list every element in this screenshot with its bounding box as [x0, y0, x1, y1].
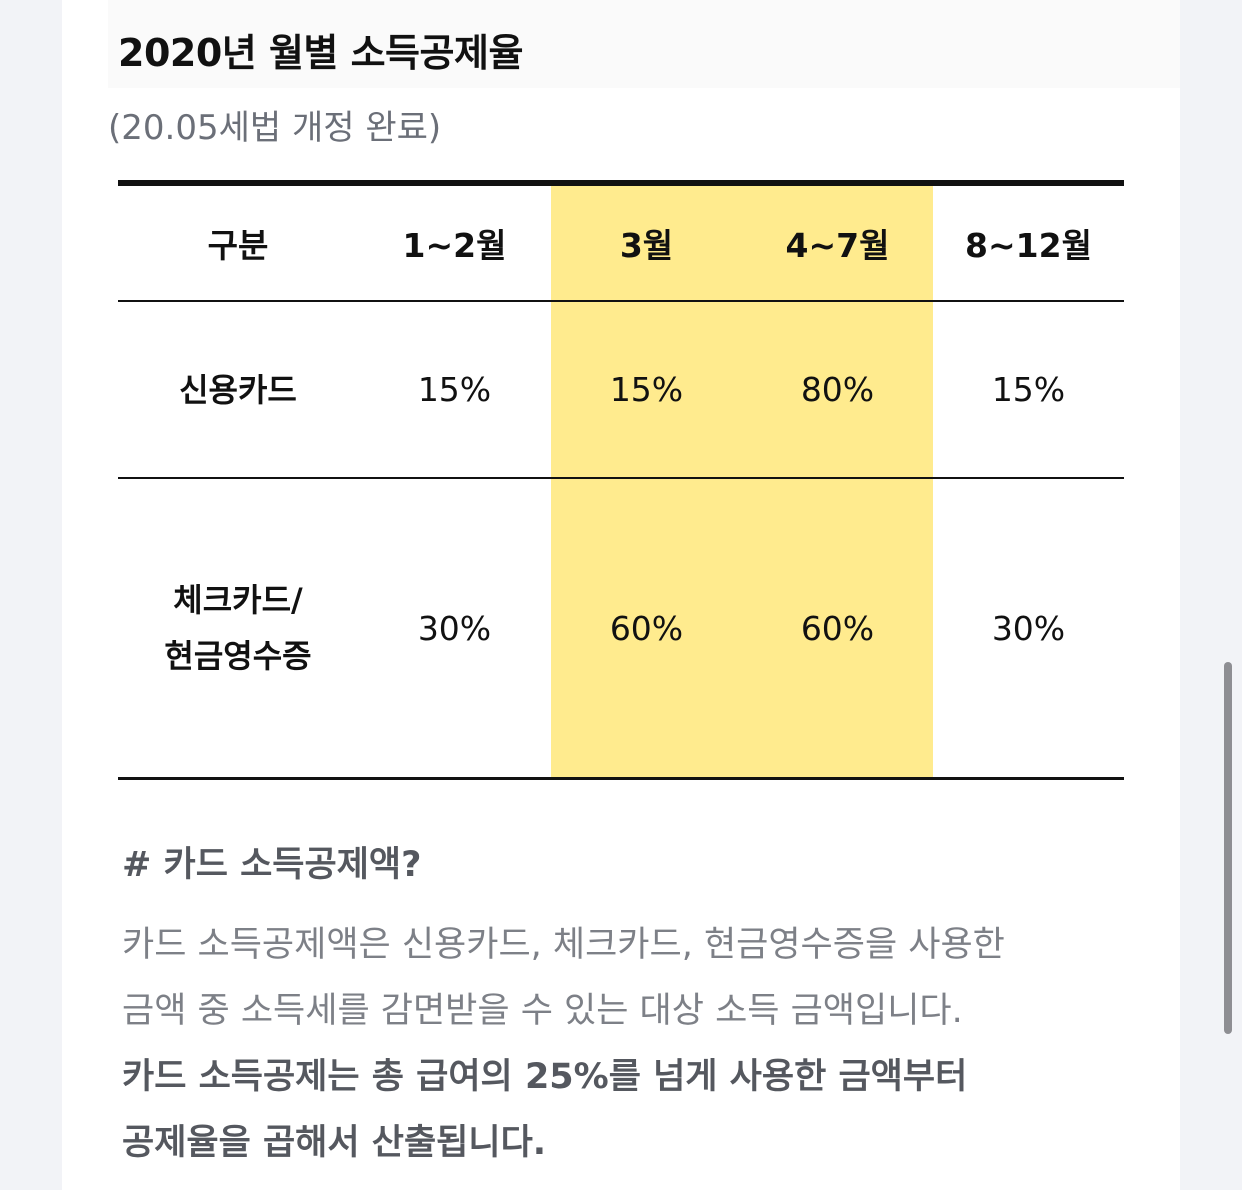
table-row-divider [118, 300, 1124, 302]
column-header: 4~7월 [785, 226, 890, 265]
row-label-credit-card: 신용카드 [118, 302, 358, 477]
table-cell: 15% [991, 370, 1066, 409]
paragraph-line-emphasis: 카드 소득공제는 총 급여의 25%를 넘게 사용한 금액부터 [122, 1057, 968, 1097]
paragraph-line: 카드 소득공제액은 신용카드, 체크카드, 현금영수증을 사용한 [122, 925, 1005, 965]
column-header: 3월 [619, 226, 674, 265]
table-cell: 60% [800, 608, 875, 648]
vertical-scrollbar[interactable] [1224, 662, 1232, 1034]
row-label-text: 체크카드/ [173, 581, 303, 619]
column-header: 1~2월 [402, 226, 507, 265]
table-bottom-rule [118, 777, 1124, 780]
table-cell: 60% [609, 608, 684, 648]
deduction-rate-table: 구분 1~2월 3월 4~7월 8~12월 신용카드 15% 15% 80% 1… [118, 180, 1124, 780]
section-heading: # 카드 소득공제액? [122, 845, 422, 885]
table-cell: 15% [417, 370, 492, 409]
table-cell: 15% [609, 370, 684, 409]
table-cell: 80% [800, 370, 875, 409]
paragraph-line-emphasis: 공제율을 곱해서 산출됩니다. [122, 1123, 547, 1163]
table-cell: 30% [417, 608, 492, 648]
page-title: 2020년 월별 소득공제율 [118, 31, 523, 75]
table-row-divider [118, 477, 1124, 479]
row-label-check-card-cash-receipt: 체크카드/ 현금영수증 [118, 479, 358, 777]
title-bar [108, 0, 1180, 88]
highlight-column-band [551, 186, 933, 778]
paragraph-line: 금액 중 소득세를 감면받을 수 있는 대상 소득 금액입니다. [122, 991, 963, 1031]
column-header: 8~12월 [965, 226, 1092, 265]
table-cell: 30% [991, 608, 1066, 648]
table-top-rule [118, 180, 1124, 186]
row-label-text: 신용카드 [179, 370, 297, 409]
page-subtitle: (20.05세법 개정 완료) [108, 108, 442, 148]
column-header: 구분 [207, 226, 269, 265]
row-label-text: 현금영수증 [164, 637, 312, 675]
